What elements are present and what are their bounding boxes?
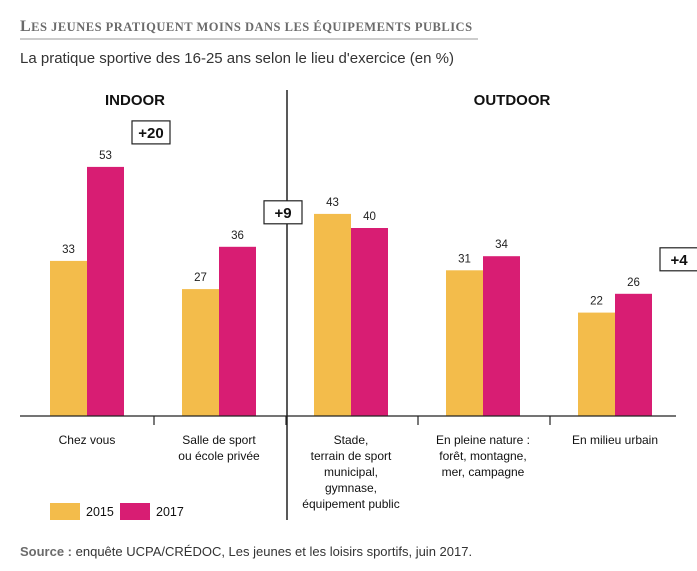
value-label-2017-4: 26	[627, 277, 640, 289]
difference-badge-0	[131, 120, 171, 145]
value-label-2015-2: 43	[326, 197, 339, 209]
legend-label-2015: 2015	[86, 505, 114, 519]
difference-value-1: +9	[274, 205, 291, 222]
category-label-3-line-2: mer, campagne	[442, 465, 525, 479]
value-label-2017-1: 36	[231, 230, 244, 242]
value-label-2015-3: 31	[458, 253, 471, 265]
difference-value-4: +4	[670, 252, 688, 269]
bar-2015-2	[314, 213, 351, 416]
source-text: enquête UCPA/CRÉDOC, Les jeunes et les l…	[72, 544, 472, 559]
chart-title: LES JEUNES PRATIQUENT MOINS DANS LES ÉQU…	[20, 18, 473, 35]
value-label-2015-0: 33	[62, 244, 75, 256]
category-label-2-line-0: Stade,	[334, 433, 369, 447]
bar-2015-3	[446, 270, 483, 416]
legend-label-2017: 2017	[156, 505, 184, 519]
group-header-indoor: INDOOR	[105, 92, 165, 109]
chart-title-rest: ES JEUNES PRATIQUENT MOINS DANS LES ÉQUI…	[31, 20, 472, 34]
category-label-2-line-3: gymnase,	[325, 481, 377, 495]
category-label-0-line-0: Chez vous	[59, 433, 116, 447]
source-label: Source :	[20, 544, 72, 559]
chart-subtitle: La pratique sportive des 16-25 ans selon…	[20, 50, 454, 67]
category-label-1-line-1: ou école privée	[178, 449, 260, 463]
difference-badge-1	[263, 200, 303, 225]
value-label-2017-0: 53	[99, 150, 112, 162]
category-label-2-line-1: terrain de sport	[311, 449, 392, 463]
group-header-outdoor: OUTDOOR	[474, 92, 551, 109]
bar-2015-4	[578, 312, 615, 416]
value-label-2017-3: 34	[495, 239, 508, 251]
value-label-2017-2: 40	[363, 211, 376, 223]
legend-swatch-2017	[120, 503, 150, 520]
category-labels-layer: Chez vous Salle de sport ou école privée St…	[59, 433, 658, 511]
category-label-2-line-2: municipal,	[324, 465, 378, 479]
bar-2017-2	[351, 228, 388, 416]
category-label-3-line-1: forêt, montagne,	[439, 449, 526, 463]
category-label-2-line-4: équipement public	[302, 497, 399, 511]
bar-2017-0	[87, 166, 124, 416]
x-axis-ticks	[153, 416, 551, 425]
category-label-3-line-0: En pleine nature :	[436, 433, 530, 447]
bar-2015-0	[50, 260, 87, 416]
value-labels-layer: 33 53 27 36 43 40 31 34 22 26	[62, 150, 640, 308]
bars-layer	[50, 166, 652, 416]
bar-2017-3	[483, 256, 520, 416]
chart-title-initial: L	[20, 18, 31, 35]
category-label-4-line-0: En milieu urbain	[572, 433, 658, 447]
bar-2015-1	[182, 289, 219, 416]
value-label-2015-4: 22	[590, 296, 603, 308]
bar-2017-4	[615, 293, 652, 416]
legend-swatch-2015	[50, 503, 80, 520]
value-label-2015-1: 27	[194, 272, 207, 284]
difference-value-0: +20	[138, 125, 163, 142]
difference-badges-layer: +20 +9 +4	[131, 120, 697, 272]
category-label-1-line-0: Salle de sport	[182, 433, 256, 447]
bar-2017-1	[219, 246, 256, 416]
difference-badge-4	[659, 247, 697, 272]
source-note: Source : enquête UCPA/CRÉDOC, Les jeunes…	[20, 544, 472, 559]
